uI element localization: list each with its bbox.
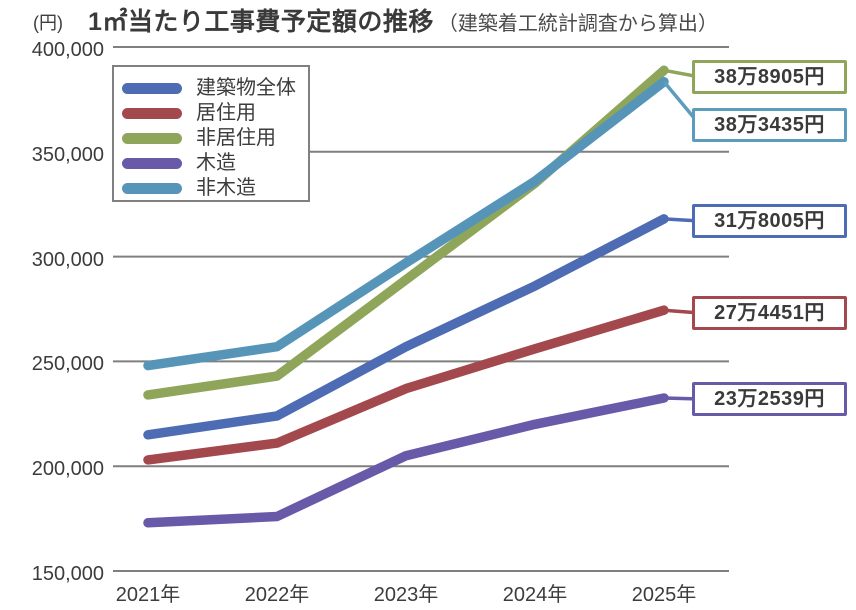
series-line-建築物全体	[143, 214, 669, 440]
series-line-木造	[143, 393, 669, 528]
legend-label-非居住用: 非居住用	[196, 127, 276, 149]
x-tick-2024年: 2024年	[502, 584, 568, 606]
value-label-木造: 23万2539円	[692, 382, 847, 416]
legend-swatch-居住用	[122, 107, 182, 119]
legend-swatch-非居住用	[122, 132, 182, 144]
x-tick-2021年: 2021年	[115, 584, 181, 606]
y-tick-250,000: 250,000	[31, 353, 104, 376]
legend-swatch-木造	[122, 157, 182, 169]
y-tick-150,000: 150,000	[31, 563, 104, 585]
legend-label-居住用: 居住用	[196, 102, 256, 124]
value-label-非木造: 38万3435円	[692, 108, 847, 142]
x-tick-2023年: 2023年	[373, 584, 439, 606]
value-label-非居住用: 38万8905円	[692, 60, 847, 94]
y-axis-unit-label: (円)	[33, 13, 63, 33]
legend-label-建築物全体: 建築物全体	[196, 77, 296, 99]
chart-title-sub: （建築着工統計調査から算出）	[437, 13, 718, 35]
y-tick-200,000: 200,000	[31, 458, 104, 481]
series-line-居住用	[143, 305, 669, 465]
y-tick-400,000: 400,000	[31, 39, 104, 61]
series-line-非木造	[143, 76, 669, 371]
value-label-居住用: 27万4451円	[692, 296, 847, 330]
legend-item-非木造: 非木造	[114, 177, 308, 199]
value-label-建築物全体: 31万8005円	[692, 204, 847, 238]
y-tick-300,000: 300,000	[31, 248, 104, 271]
legend-label-非木造: 非木造	[196, 177, 256, 199]
legend-swatch-建築物全体	[122, 82, 182, 94]
chart-title-main: 1㎡当たり工事費予定額の推移	[88, 8, 434, 36]
legend-item-木造: 木造	[114, 152, 308, 174]
legend-box: 建築物全体居住用非居住用木造非木造	[112, 65, 310, 202]
y-tick-350,000: 350,000	[31, 143, 104, 166]
legend-item-建築物全体: 建築物全体	[114, 77, 308, 99]
legend-item-居住用: 居住用	[114, 102, 308, 124]
legend-label-木造: 木造	[196, 152, 236, 174]
legend-swatch-非木造	[122, 182, 182, 194]
legend-item-非居住用: 非居住用	[114, 127, 308, 149]
x-tick-2025年: 2025年	[631, 584, 697, 606]
x-tick-2022年: 2022年	[244, 584, 310, 606]
chart-title: 1㎡当たり工事費予定額の推移 （建築着工統計調査から算出）	[88, 2, 718, 38]
